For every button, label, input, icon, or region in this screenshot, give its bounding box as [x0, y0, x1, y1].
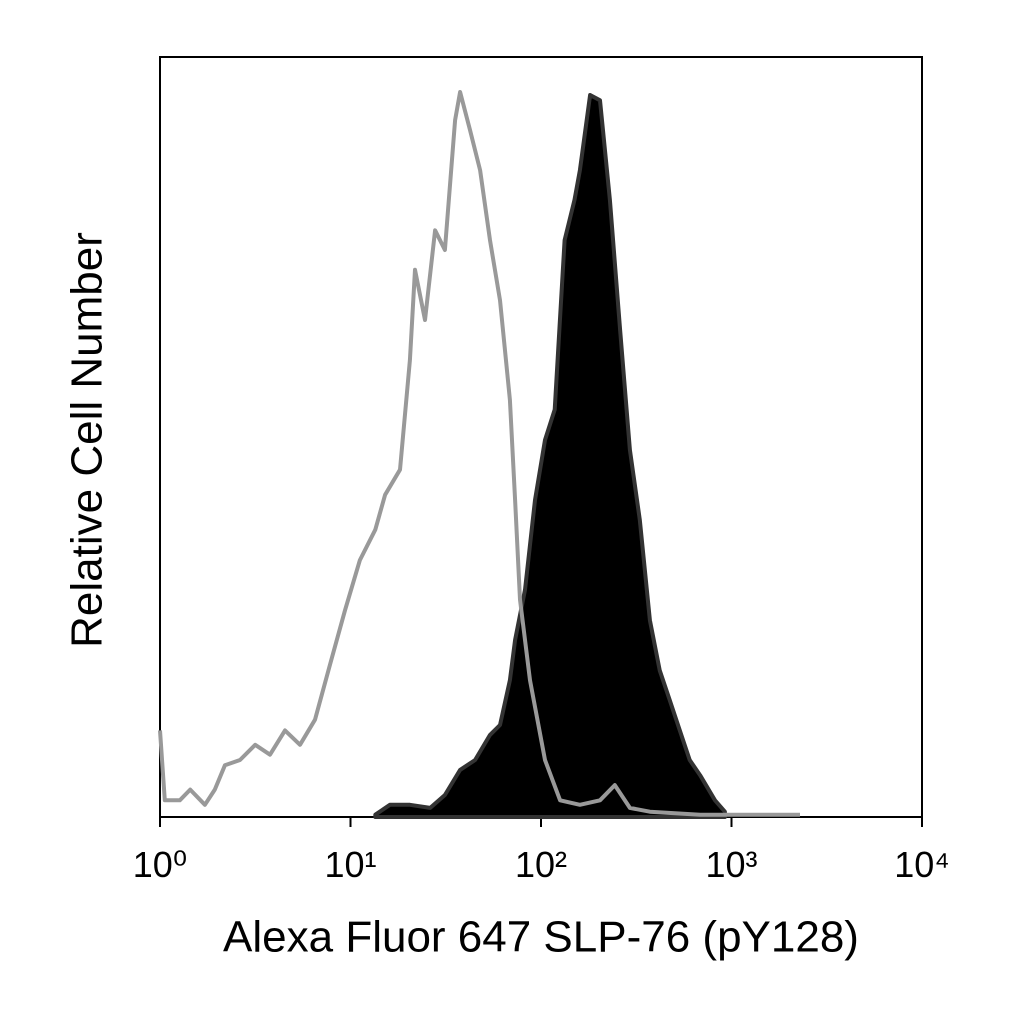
histogram-area: [373, 93, 727, 819]
x-tick-label: 10¹: [324, 844, 376, 885]
x-axis-label: Alexa Fluor 647 SLP-76 (pY128): [223, 913, 859, 962]
x-tick-label: 10³: [705, 844, 757, 885]
x-tick-label: 10⁴: [894, 844, 950, 885]
x-tick-label: 10⁰: [133, 844, 187, 885]
histogram-line: [158, 90, 800, 817]
y-axis-label: Relative Cell Number: [63, 232, 112, 648]
x-tick-label: 10²: [515, 844, 567, 885]
